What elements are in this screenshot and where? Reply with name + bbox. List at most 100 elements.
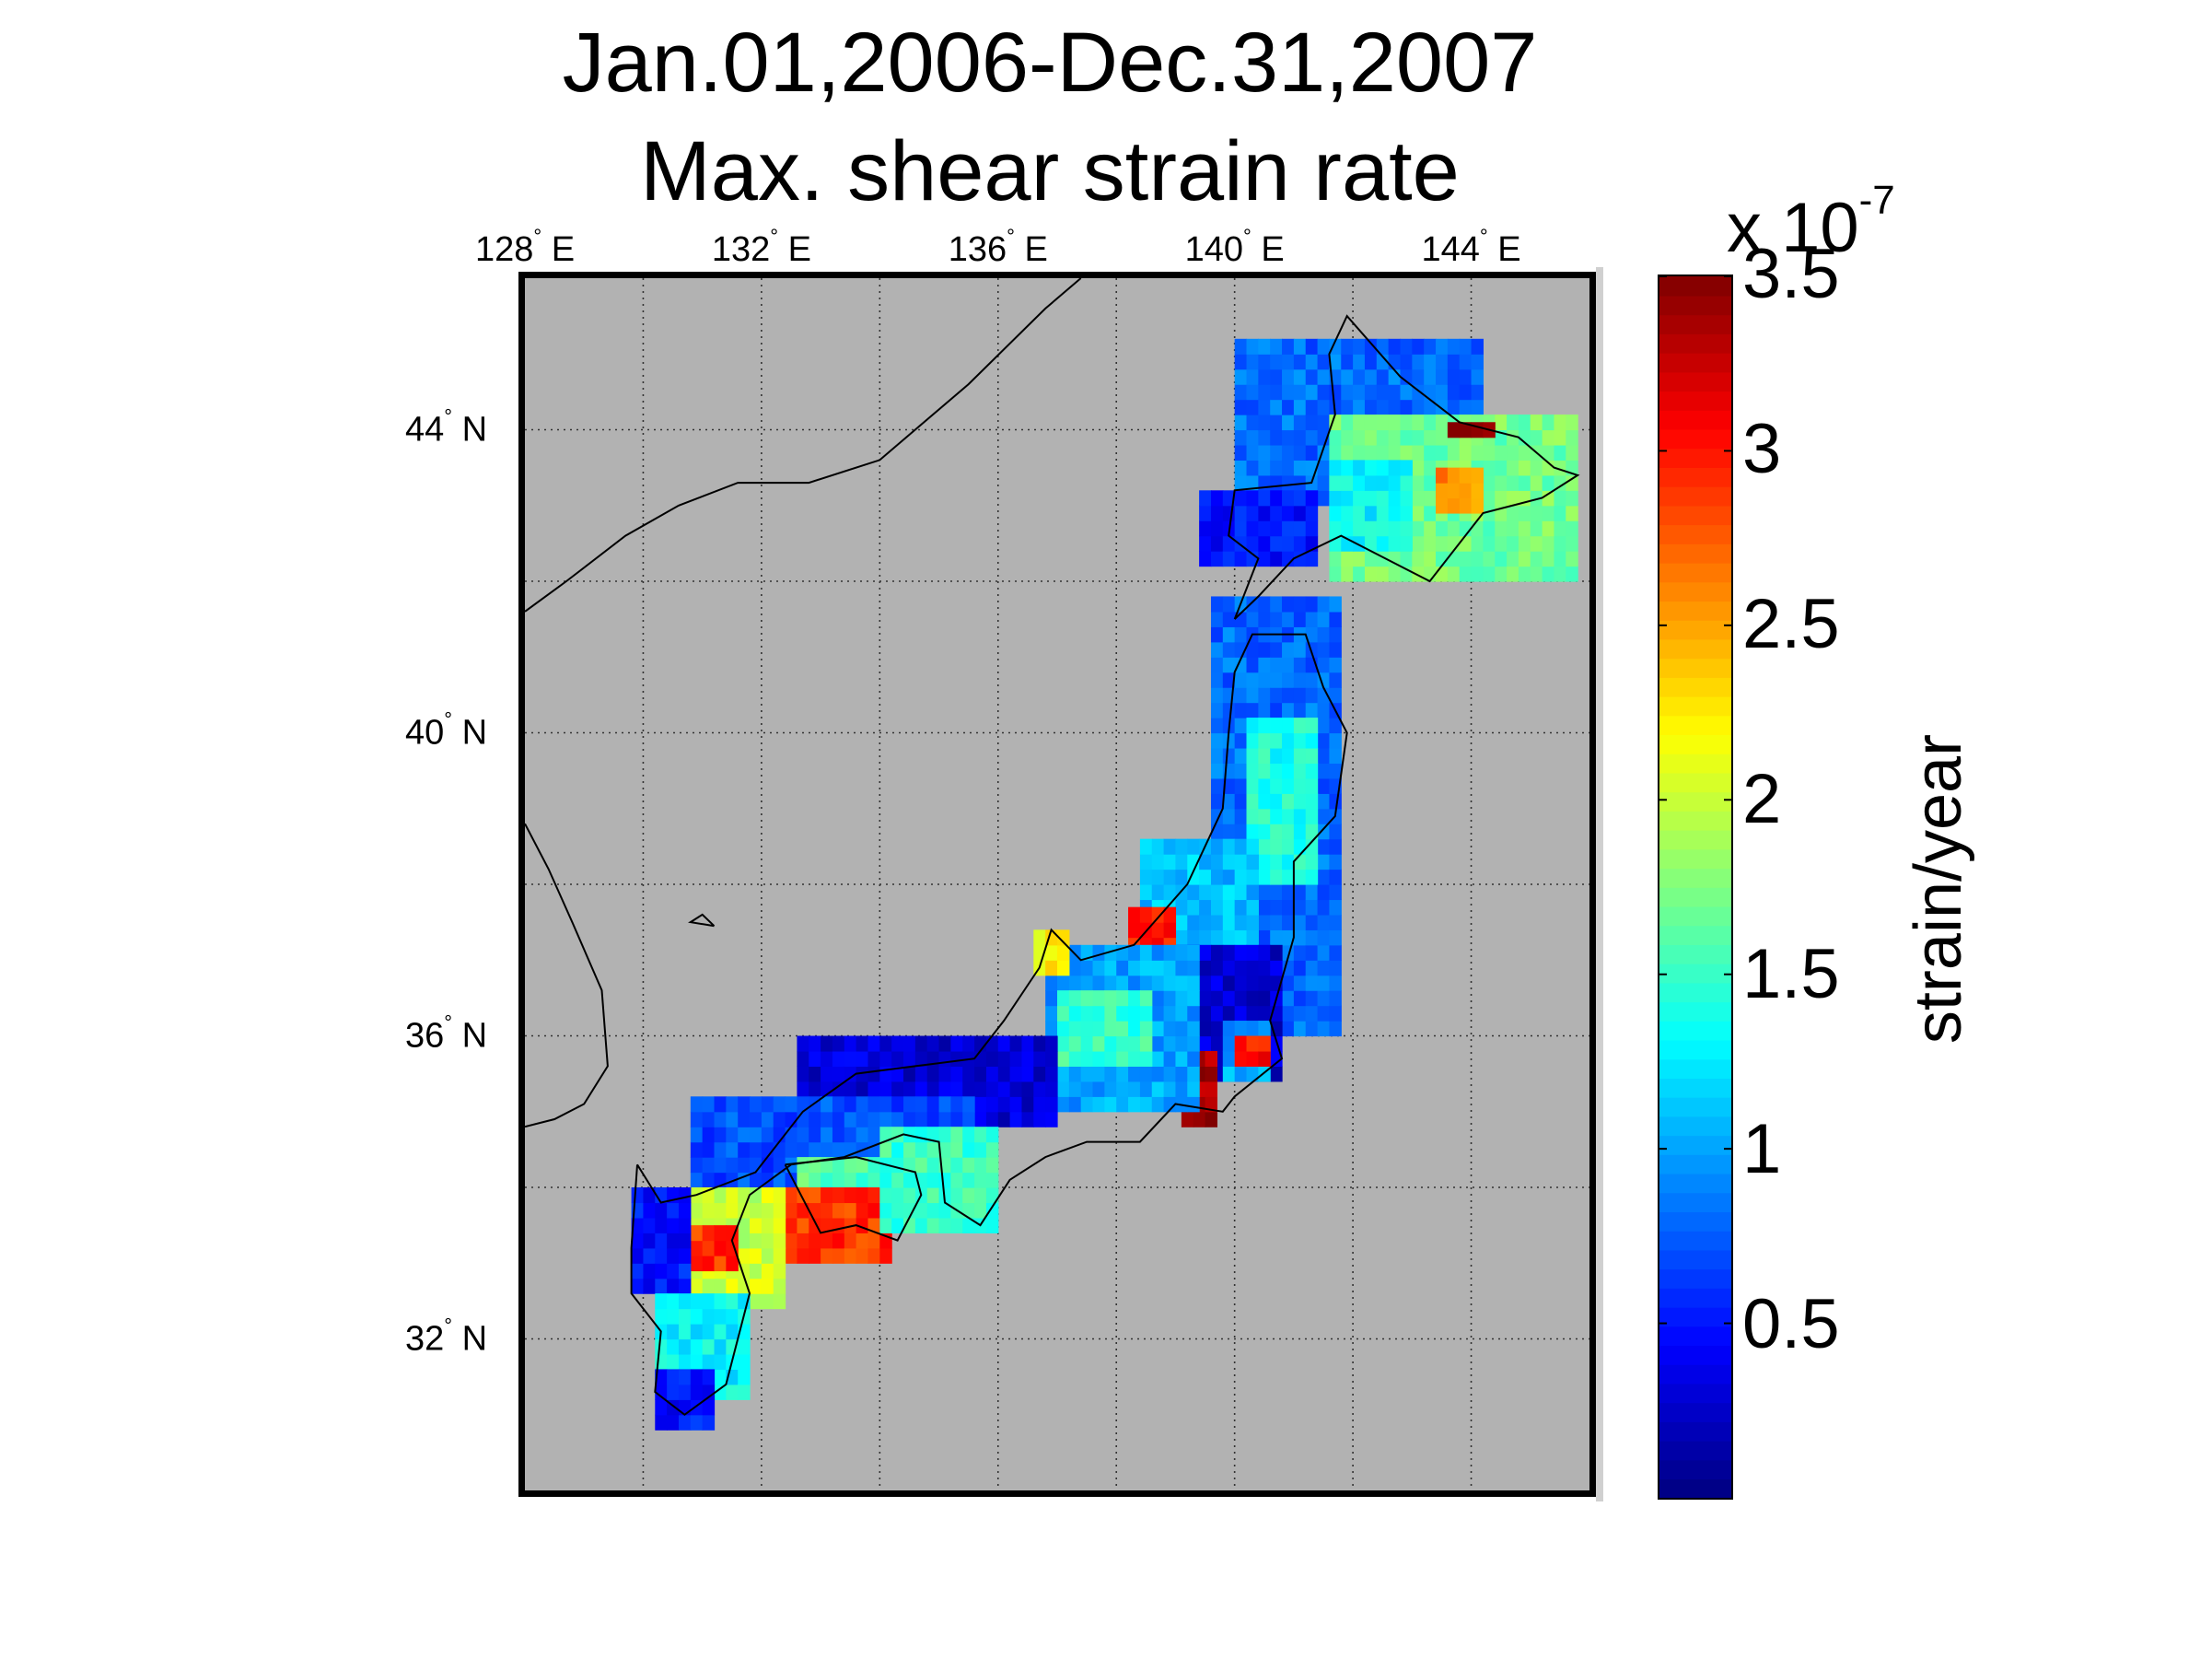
strain-cell <box>1317 763 1331 779</box>
strain-cell <box>1282 368 1295 385</box>
strain-cell <box>1400 338 1413 355</box>
strain-cell <box>1222 1021 1236 1037</box>
strain-cell <box>1317 808 1331 824</box>
strain-cell <box>962 1081 975 1097</box>
strain-cell <box>1246 824 1259 840</box>
strain-cell <box>1246 687 1259 704</box>
strain-cell <box>1175 1081 1188 1097</box>
strain-cell <box>1530 415 1543 431</box>
strain-cell <box>1199 929 1212 946</box>
strain-cell <box>655 1369 668 1385</box>
strain-cell <box>856 1157 869 1174</box>
strain-cell <box>1199 505 1212 521</box>
strain-cell <box>1199 1021 1212 1037</box>
strain-cell <box>974 1172 987 1188</box>
strain-cell <box>1270 520 1283 537</box>
strain-cell <box>1554 460 1566 476</box>
strain-cell <box>1104 944 1117 961</box>
strain-cell <box>938 1172 951 1188</box>
strain-cell <box>1210 702 1224 719</box>
strain-cell <box>1400 490 1413 507</box>
strain-cell <box>1293 914 1307 930</box>
strain-cell <box>726 1293 739 1310</box>
strain-cell <box>726 1278 739 1294</box>
strain-cell <box>1424 384 1437 401</box>
strain-cell <box>1554 566 1566 582</box>
strain-cell <box>1293 657 1307 673</box>
strain-cell <box>1270 838 1283 855</box>
strain-cell <box>1116 1050 1129 1067</box>
strain-cell <box>1293 929 1307 946</box>
strain-cell <box>1009 1111 1023 1127</box>
strain-cell <box>1341 354 1354 370</box>
strain-cell <box>1293 368 1307 385</box>
strain-cell <box>1222 838 1236 855</box>
strain-cell <box>1246 415 1259 431</box>
strain-cell <box>1400 444 1413 461</box>
strain-cell <box>938 1050 951 1067</box>
strain-cell <box>1033 1035 1046 1052</box>
strain-cell <box>1210 687 1224 704</box>
strain-cell <box>1424 535 1437 552</box>
strain-cell <box>1424 429 1437 446</box>
strain-cell <box>1566 474 1578 491</box>
strain-cell <box>1163 960 1177 976</box>
strain-cell <box>1530 551 1543 567</box>
strain-cell <box>1364 566 1378 582</box>
strain-cell <box>1163 1096 1177 1113</box>
strain-cell <box>655 1308 668 1325</box>
strain-cell <box>1329 929 1342 946</box>
strain-cell <box>1210 551 1224 567</box>
strain-cell <box>1246 444 1259 461</box>
strain-cell <box>750 1217 763 1233</box>
strain-cell <box>1080 1050 1094 1067</box>
strain-cell <box>1258 415 1271 431</box>
strain-cell <box>1045 944 1058 961</box>
strain-cell <box>1258 641 1271 658</box>
strain-cell <box>702 1293 716 1310</box>
strain-cell <box>1471 444 1484 461</box>
strain-cell <box>832 1141 845 1158</box>
strain-cell <box>1210 672 1224 688</box>
strain-cell <box>1080 990 1094 1007</box>
strain-cell <box>714 1278 727 1294</box>
strain-cell <box>702 1096 716 1113</box>
strain-cell <box>1518 429 1531 446</box>
strain-cell <box>832 1096 845 1113</box>
strain-cell <box>1424 490 1437 507</box>
strain-cell <box>797 1096 809 1113</box>
strain-cell <box>1329 429 1342 446</box>
strain-cell <box>1495 460 1508 476</box>
strain-cell <box>1282 808 1295 824</box>
strain-cell <box>1163 884 1177 901</box>
strain-cell <box>1205 1066 1217 1082</box>
strain-cell <box>726 1141 739 1158</box>
strain-cell <box>1282 460 1295 476</box>
strain-cell <box>1459 354 1473 370</box>
strain-cell <box>985 1217 999 1233</box>
strain-cell <box>1057 975 1070 991</box>
strain-cell <box>690 1384 704 1400</box>
strain-cell <box>1234 884 1248 901</box>
strain-cell <box>1116 1021 1129 1037</box>
strain-cell <box>655 1233 668 1249</box>
strain-cell <box>867 1217 880 1233</box>
strain-cell <box>1542 566 1555 582</box>
strain-cell <box>1057 1050 1070 1067</box>
strain-cell <box>667 1202 680 1219</box>
strain-cell <box>821 1233 833 1249</box>
strain-cell <box>1412 415 1425 431</box>
strain-cell <box>1258 793 1271 810</box>
colorbar-step <box>1659 1096 1731 1117</box>
strain-cell <box>1009 1035 1023 1052</box>
strain-cell <box>1459 497 1473 514</box>
colorbar-step <box>1659 1288 1731 1308</box>
strain-cell <box>643 1202 656 1219</box>
strain-cell <box>750 1096 763 1113</box>
strain-cell <box>1317 793 1331 810</box>
strain-cell <box>1139 990 1153 1007</box>
strain-cell <box>974 1066 987 1082</box>
strain-cell <box>856 1081 869 1097</box>
strain-cell <box>1282 429 1295 446</box>
strain-cell <box>821 1096 833 1113</box>
